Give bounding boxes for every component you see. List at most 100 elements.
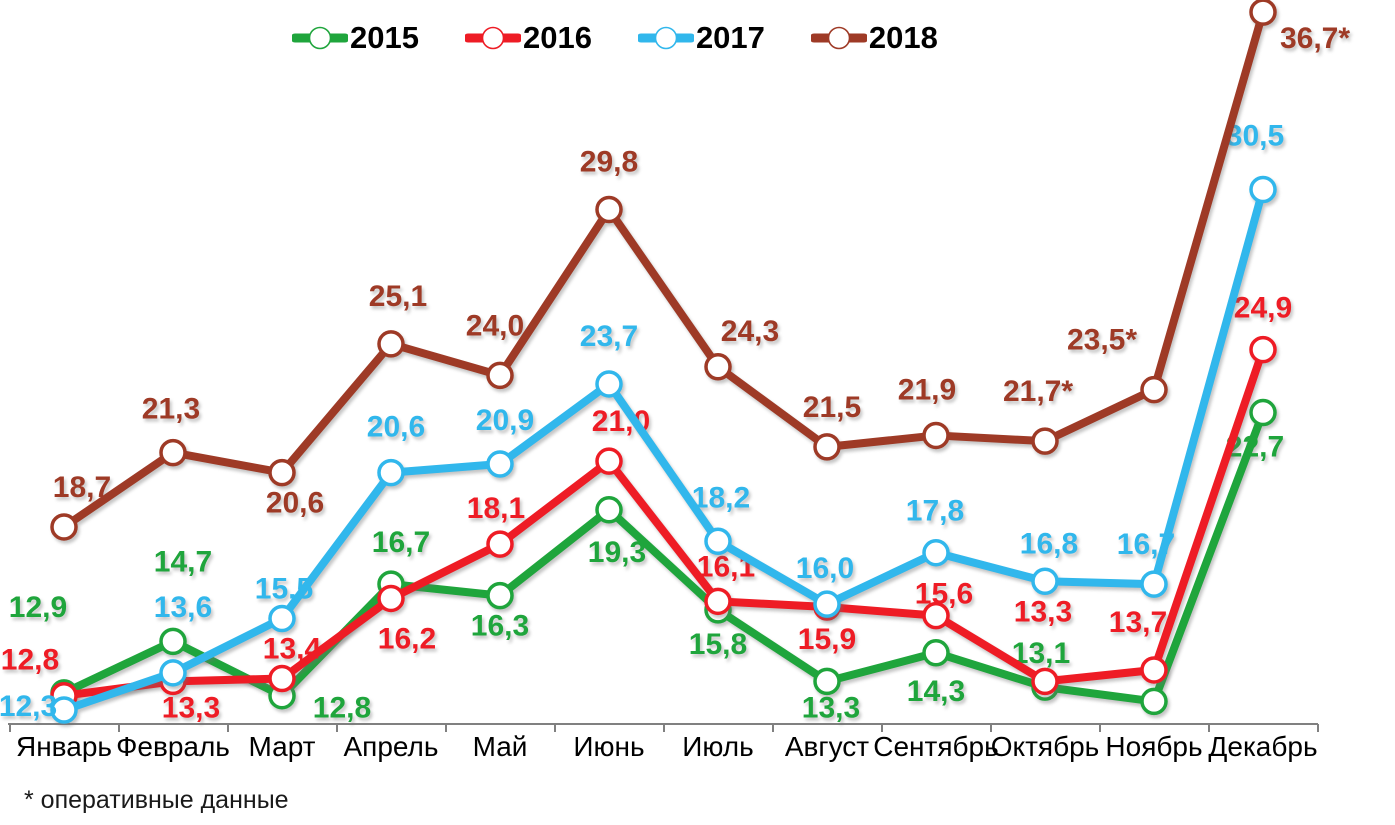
series-2015-value-label: 12,8 — [313, 692, 371, 725]
series-2017-marker — [704, 527, 732, 556]
series-2018-value-label: 20,6 — [266, 487, 324, 520]
series-2017-marker — [1140, 570, 1168, 598]
series-2017-value-label: 20,9 — [476, 404, 534, 437]
series-2016-value-label: 24,9 — [1234, 292, 1292, 325]
series-2016-value-label: 13,4 — [263, 633, 322, 666]
series-2017-line — [60, 185, 1267, 714]
chart-footnote: * оперативные данные — [24, 786, 289, 814]
legend-line-marker-icon — [637, 26, 694, 50]
series-2017-marker — [813, 590, 841, 618]
series-2015-marker — [1140, 687, 1168, 716]
series-2018-value-label: 21,5 — [803, 391, 861, 424]
series-2017-value-label: 16,0 — [796, 552, 854, 585]
series-2016-marker — [922, 601, 950, 630]
series-2017-marker — [50, 696, 78, 724]
series-2016-line — [60, 345, 1267, 700]
series-2015-marker — [922, 639, 950, 667]
series-2018-value-label: 29,8 — [580, 146, 638, 179]
series-2018-marker — [1031, 427, 1059, 455]
series-2017-value-label: 18,2 — [692, 481, 750, 514]
series-2017-value-label: 15,5 — [255, 572, 313, 605]
series-2015-value-label: 19,3 — [588, 536, 646, 569]
series-2018-marker — [1249, 0, 1277, 26]
series-2018-marker — [377, 330, 405, 358]
x-axis-label: Сентябрь — [873, 731, 998, 762]
series-2017-value-label: 16,7 — [1117, 528, 1175, 561]
x-axis-label: Апрель — [344, 731, 439, 762]
series-2017-marker — [595, 370, 623, 398]
series-2017-marker — [922, 538, 950, 567]
series-2015-value-label: 14,7 — [154, 545, 212, 578]
series-2016-marker — [268, 664, 296, 693]
x-axis-label: Июль — [682, 731, 753, 762]
legend-label: 2018 — [868, 20, 938, 55]
legend-line-marker-icon — [464, 26, 521, 50]
series-2015-value-label: 15,8 — [689, 628, 747, 661]
series-2018-value-label: 21,9 — [898, 373, 956, 406]
x-axis-label: Ноябрь — [1105, 731, 1202, 762]
series-2018-marker — [595, 195, 623, 224]
series-2016-marker — [1249, 335, 1277, 364]
series-2017-value-label: 23,7 — [580, 320, 638, 353]
series-2018-marker — [813, 433, 841, 461]
series-2015-marker — [159, 627, 187, 656]
series-2016: 12,813,313,4 16,218,121,016,115,915,613,3… — [1, 292, 1292, 725]
series-2016-value-label: 12,8 — [1, 644, 59, 677]
series-2016-marker — [704, 587, 732, 616]
series-2017-marker — [1031, 567, 1059, 596]
series-2018-marker — [50, 513, 78, 541]
series-2017-value-label: 17,8 — [906, 495, 964, 528]
series-2018-marker — [159, 438, 187, 467]
line-chart: Январь Февраль Март Апрель Май Июнь Июль Август… — [0, 0, 1350, 762]
series-2018-marker — [1140, 375, 1168, 404]
series-2016-value-label: 16,2 — [378, 622, 436, 655]
series-2015-value-label: 16,3 — [471, 610, 529, 643]
series-2018-value-label: 25,1 — [369, 280, 427, 313]
x-axis-label: Декабрь — [1208, 731, 1317, 762]
legend-item-2017: 2017 — [637, 20, 765, 56]
series-2016-value-label: 18,1 — [467, 492, 525, 525]
series-2015-value-label: 12,9 — [9, 591, 67, 624]
series-2016-value-label: 13,3 — [162, 691, 220, 724]
series-2017-marker — [486, 450, 514, 478]
series-2018-value-label: 36,7* — [1280, 22, 1350, 55]
chart-legend: 2015 2016 2017 2018 — [292, 20, 938, 56]
series-2017-value-label: 16,8 — [1020, 527, 1078, 560]
series-2017-marker — [159, 659, 187, 687]
x-axis-label: Август — [785, 731, 869, 762]
series-2018: 18,7 21,3 20,6 25,1 24,0 29,8 24,3 21,5 21,9 21,7… — [50, 0, 1350, 541]
series-2015-marker — [486, 581, 514, 610]
series-2016-value-label: 15,6 — [915, 578, 973, 611]
series-2017-value-label: 30,5 — [1226, 119, 1284, 152]
legend-item-2016: 2016 — [464, 20, 592, 56]
series-2018-value-label: 24,0 — [466, 309, 524, 342]
legend-line-marker-icon — [292, 26, 348, 50]
x-axis-label: Март — [249, 731, 316, 762]
series-2017-value-label: 13,6 — [154, 591, 212, 624]
series-2015-line — [60, 408, 1267, 706]
series-2018-value-label: 18,7 — [53, 471, 111, 504]
series-2018-marker — [268, 458, 296, 487]
x-axis-label: Январь — [16, 731, 112, 762]
series-2016-value-label: 13,7 — [1109, 606, 1167, 639]
x-axis — [8, 723, 1319, 732]
series-2015-marker — [1249, 398, 1277, 427]
series-2015-value-label: 14,3 — [907, 675, 965, 708]
series-2018-value-label: 24,3 — [721, 315, 779, 348]
series-2016-marker — [486, 530, 514, 558]
legend-line-marker-icon — [810, 26, 867, 50]
series-2016-value-label: 13,3 — [1014, 595, 1072, 628]
series-2016-value-label: 15,9 — [798, 623, 856, 656]
series-2018-marker — [704, 353, 732, 381]
series-2016-marker — [1140, 656, 1168, 684]
series-2017-value-label: 12,3 — [0, 690, 57, 723]
x-axis-label: Май — [473, 731, 528, 762]
series-2017-marker — [268, 604, 296, 633]
legend-label: 2017 — [695, 20, 765, 55]
series-2017-value-label: 20,6 — [367, 411, 425, 444]
series-2015-value-label: 13,3 — [802, 691, 860, 724]
x-axis-label: Февраль — [116, 731, 230, 762]
series-2017: 12,3 13,6 15,5 20,6 20,9 23,7 18,2 16,0 17,8 16,8… — [0, 119, 1284, 724]
series-2018-value-label: 23,5* — [1067, 324, 1137, 357]
